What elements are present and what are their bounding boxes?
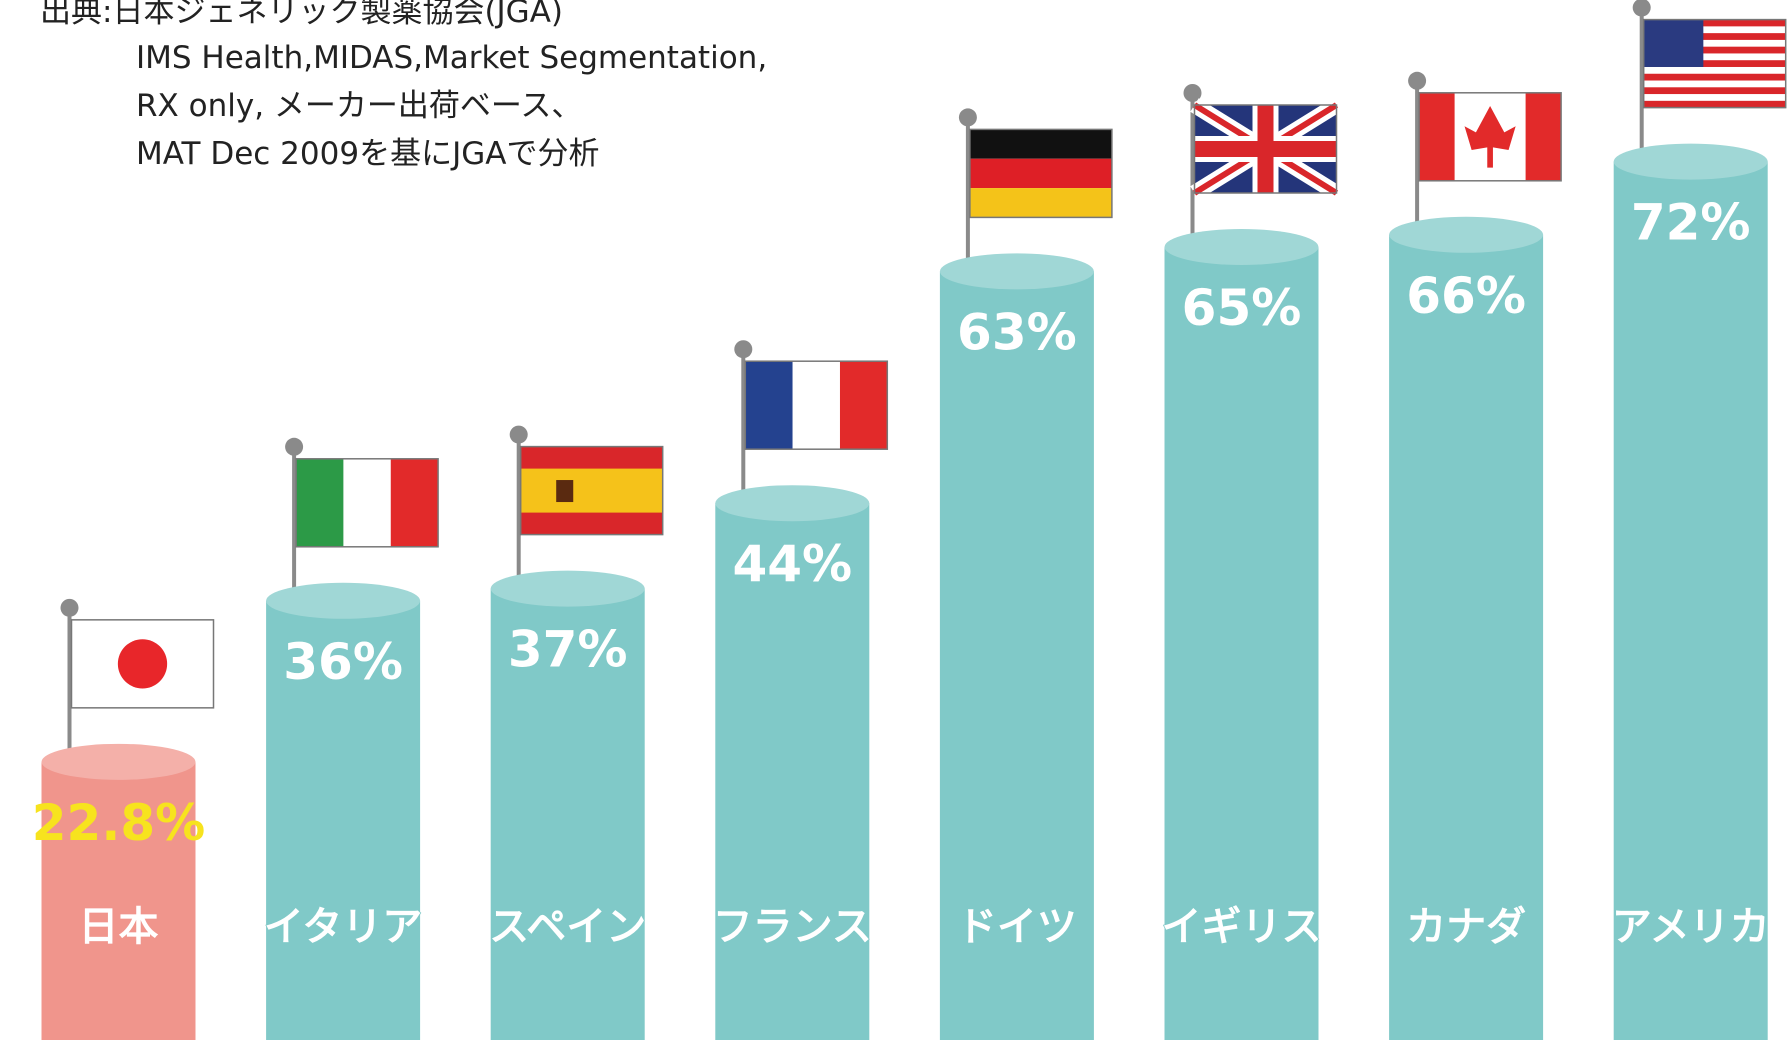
bar-top (1613, 143, 1768, 180)
bar (41, 761, 196, 1040)
flag-part (1643, 33, 1786, 41)
flag-border (969, 128, 1113, 219)
flag-part (792, 361, 840, 450)
flag-part (1643, 73, 1786, 82)
flag-part (1643, 19, 1704, 67)
flag-part (969, 188, 1112, 218)
flag-part (1643, 53, 1786, 61)
flag-part (969, 158, 1112, 189)
bar-top (1164, 229, 1319, 265)
bar-group: 63% ドイツ (939, 108, 1113, 1040)
flag-border (1642, 18, 1787, 109)
flag-part (1643, 87, 1786, 95)
flag-part (343, 458, 391, 547)
flag-part (390, 458, 439, 547)
source-line: RX only, メーカー出荷ベース、 (136, 88, 582, 124)
flag-part (1525, 92, 1562, 181)
value-label: 63% (957, 303, 1077, 361)
bar (939, 271, 1094, 1040)
flag-part (839, 361, 888, 450)
bar-group: 72% アメリカ (1611, 0, 1787, 1040)
value-label: 72% (1631, 194, 1751, 252)
flag-border (519, 445, 664, 536)
flag-part (1643, 60, 1786, 68)
flag-part (1419, 92, 1455, 181)
bar (1389, 234, 1544, 1040)
value-label: 36% (283, 633, 403, 691)
category-label: カナダ (1406, 904, 1526, 950)
flag-part (1194, 141, 1337, 157)
flag-part (969, 129, 1112, 159)
flag-pole-ball (958, 108, 977, 127)
flag-border (70, 619, 215, 709)
flag-pole-ball (1183, 84, 1202, 102)
flag-part (1643, 26, 1786, 34)
flag-part (117, 639, 168, 689)
flag-part (296, 458, 344, 547)
flag-border (1193, 104, 1338, 194)
bar (266, 600, 421, 1040)
flag-part (1643, 100, 1786, 109)
flag-part (745, 361, 793, 450)
flag-part (556, 480, 574, 503)
flag-border (295, 458, 439, 548)
category-label: スペイン (489, 904, 646, 950)
flag-pole-ball (285, 437, 304, 456)
bar (490, 588, 645, 1040)
bar-top (715, 485, 870, 522)
flag-pole-ball (1632, 0, 1651, 17)
bar-top (939, 253, 1094, 290)
flag-pole-ball (734, 340, 753, 359)
value-label: 44% (732, 535, 852, 593)
bar-top (490, 570, 645, 607)
flag-part (1643, 46, 1786, 54)
flag-part (1643, 39, 1786, 48)
bar-group: 36% イタリア (263, 437, 439, 1040)
category-label: アメリカ (1612, 904, 1770, 950)
category-label: ドイツ (957, 904, 1077, 950)
bar-top (41, 743, 196, 780)
flag-pole-ball (60, 598, 79, 617)
bar-group: 65% イギリス (1161, 84, 1341, 1040)
flag-pole-ball (509, 425, 528, 444)
flag-part (1464, 106, 1516, 168)
flag-part (1643, 66, 1786, 75)
bar (1164, 247, 1319, 1040)
bar-group: 37% スペイン (488, 425, 664, 1040)
bar (715, 503, 870, 1040)
flag-border (1418, 92, 1562, 182)
flag-part (520, 468, 663, 513)
source-line: 出典:日本ジェネリック製薬協会(JGA) (40, 0, 563, 30)
flag-pole-ball (1408, 71, 1427, 90)
category-label: イギリス (1162, 904, 1322, 950)
flag-part (1643, 80, 1786, 88)
bar-top (1389, 216, 1544, 253)
flag-part (1643, 94, 1786, 102)
category-label: 日本 (79, 904, 159, 950)
source-line: IMS Health,MIDAS,Market Segmentation, (136, 40, 767, 76)
value-label: 65% (1182, 279, 1302, 337)
bar-top (266, 582, 421, 619)
value-label: 37% (508, 621, 628, 679)
bar-group: 44% フランス (712, 340, 889, 1040)
bar-group: 22.8% 日本 (32, 598, 215, 1040)
category-label: フランス (713, 904, 872, 950)
source-line: MAT Dec 2009を基にJGAで分析 (136, 136, 599, 172)
flag-part (1643, 19, 1786, 27)
flag-border (744, 360, 889, 450)
category-label: イタリア (264, 904, 422, 950)
value-label: 66% (1406, 267, 1526, 325)
bar (1613, 161, 1768, 1040)
bar-group: 66% カナダ (1389, 71, 1562, 1040)
value-label: 22.8% (32, 794, 205, 852)
